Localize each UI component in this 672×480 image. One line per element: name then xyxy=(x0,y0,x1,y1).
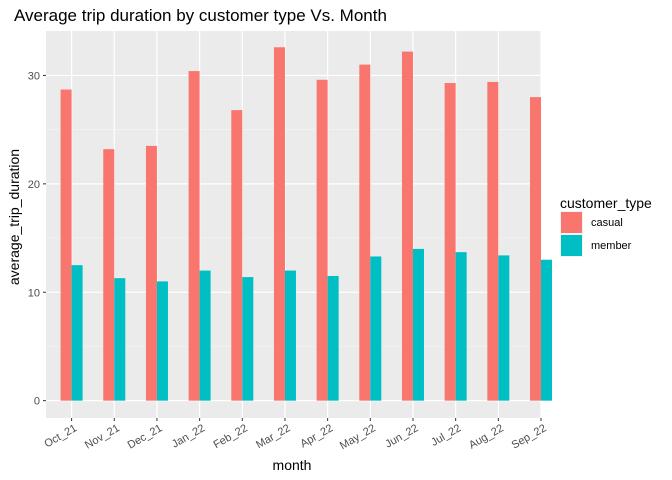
y-axis-title: average_trip_duration xyxy=(6,149,22,285)
legend-label-member: member xyxy=(591,240,632,252)
bar-member-Dec_21 xyxy=(156,281,168,401)
bar-casual-Sep_22 xyxy=(530,97,541,401)
x-tick-label: Mar_22 xyxy=(254,422,292,451)
x-tick-label: Feb_22 xyxy=(211,422,249,451)
y-tick-label: 20 xyxy=(28,179,40,191)
bar-member-Sep_22 xyxy=(541,259,552,401)
bar-member-Feb_22 xyxy=(242,277,254,401)
bar-casual-Nov_21 xyxy=(103,149,115,401)
legend: customer_type casual member xyxy=(560,195,652,257)
bar-member-Oct_21 xyxy=(71,265,83,401)
bar-casual-Jul_22 xyxy=(444,83,456,401)
chart-title: Average trip duration by customer type V… xyxy=(14,6,387,25)
legend-swatch-casual xyxy=(561,212,582,233)
bar-casual-Oct_21 xyxy=(60,89,72,401)
bar-casual-Dec_21 xyxy=(145,145,157,401)
y-axis: 0 10 20 30 xyxy=(28,70,46,408)
bar-casual-Aug_22 xyxy=(487,81,499,401)
bar-casual-Jan_22 xyxy=(188,71,200,401)
legend-swatch-member xyxy=(561,235,582,256)
bar-casual-Feb_22 xyxy=(231,110,243,401)
bar-casual-Mar_22 xyxy=(273,47,285,401)
x-tick-label: Aug_22 xyxy=(467,422,506,451)
y-tick-label: 30 xyxy=(28,70,40,82)
bar-member-Mar_22 xyxy=(284,270,296,401)
x-tick-label: Oct_21 xyxy=(42,422,79,450)
bar-member-Jan_22 xyxy=(199,270,211,401)
x-tick-label: Apr_22 xyxy=(298,422,335,450)
x-tick-label: May_22 xyxy=(338,422,378,452)
x-tick-label: Nov_21 xyxy=(83,422,122,451)
x-tick-label: Jan_22 xyxy=(170,422,207,450)
bar-casual-Jun_22 xyxy=(401,51,413,401)
x-axis: Oct_21 Nov_21 Dec_21 Jan_22 Feb_22 Mar_22 Apr_… xyxy=(42,418,549,452)
bar-casual-May_22 xyxy=(359,64,371,401)
y-tick-label: 10 xyxy=(28,287,40,299)
x-tick-label: Jul_22 xyxy=(429,422,463,449)
x-tick-label: Dec_21 xyxy=(126,422,165,451)
x-tick-label: Sep_22 xyxy=(510,422,549,451)
bar-member-May_22 xyxy=(370,256,382,401)
bar-member-Jul_22 xyxy=(455,252,467,401)
x-tick-label: Jun_22 xyxy=(383,422,420,450)
bar-casual-Apr_22 xyxy=(316,79,328,401)
bars xyxy=(60,47,552,401)
y-tick-label: 0 xyxy=(34,396,40,408)
bar-member-Nov_21 xyxy=(114,278,126,401)
legend-label-casual: casual xyxy=(591,217,623,229)
x-axis-title: month xyxy=(273,457,312,473)
bar-member-Apr_22 xyxy=(327,275,339,401)
bar-member-Aug_22 xyxy=(498,255,510,401)
legend-title: customer_type xyxy=(560,195,652,211)
bar-member-Jun_22 xyxy=(412,248,424,401)
